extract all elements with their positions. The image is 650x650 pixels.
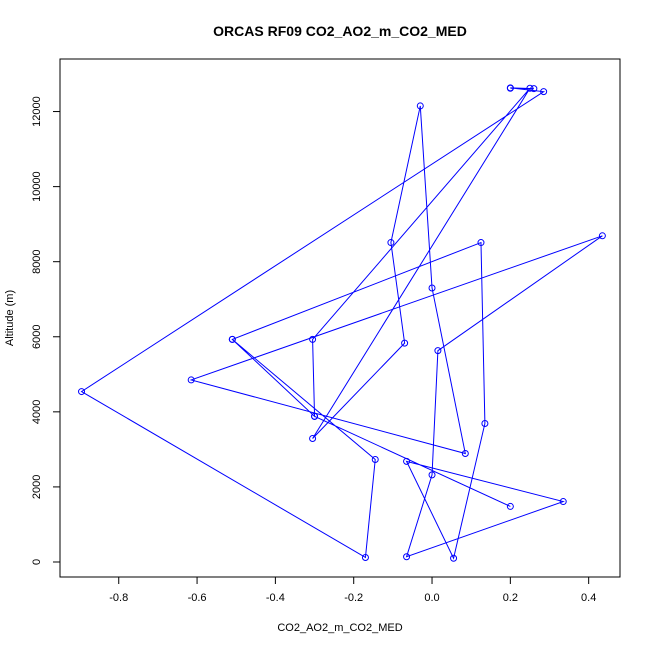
data-point [559, 498, 567, 506]
data-point [428, 284, 436, 292]
x-tick-label: 0.0 [424, 592, 439, 604]
y-tick-label: 2000 [31, 475, 43, 499]
data-point [461, 450, 469, 458]
series-layer [78, 84, 606, 562]
x-tick-label: 0.4 [581, 592, 596, 604]
x-tick-label: -0.6 [188, 592, 207, 604]
x-tick-label: -0.2 [344, 592, 363, 604]
x-axis: -0.8 -0.6 -0.4 -0.2 0.0 0.2 0.4 [109, 577, 596, 604]
data-point [526, 84, 534, 92]
data-point [506, 502, 514, 510]
data-point [530, 85, 538, 93]
data-point [506, 84, 514, 92]
data-point [428, 471, 436, 479]
data-point [434, 347, 442, 355]
data-point [403, 553, 411, 561]
data-point [403, 457, 411, 465]
series-line [80, 87, 603, 560]
x-axis-label: CO2_AO2_m_CO2_MED [277, 622, 402, 634]
y-tick-label: 10000 [31, 171, 43, 202]
data-point [598, 232, 606, 240]
data-point [477, 239, 485, 247]
data-point [481, 419, 489, 427]
x-tick-label: -0.8 [109, 592, 128, 604]
y-tick-label: 12000 [31, 96, 43, 127]
data-point [416, 102, 424, 110]
y-axis: 0 2000 4000 6000 8000 10000 12000 [31, 96, 60, 565]
y-axis-label: Altitude (m) [4, 290, 16, 346]
data-point [78, 388, 86, 396]
y-tick-label: 0 [31, 559, 43, 565]
data-point [361, 553, 369, 561]
data-point [401, 339, 409, 347]
data-point [309, 434, 317, 442]
data-point [187, 376, 195, 384]
x-tick-label: -0.4 [266, 592, 285, 604]
y-tick-label: 6000 [31, 325, 43, 349]
data-point [540, 88, 548, 96]
data-point [309, 335, 317, 343]
data-point [387, 239, 395, 247]
y-tick-label: 4000 [31, 400, 43, 424]
data-point [371, 456, 379, 464]
y-tick-label: 8000 [31, 249, 43, 273]
x-tick-label: 0.2 [503, 592, 518, 604]
data-point [450, 554, 458, 562]
data-point [311, 412, 319, 420]
data-point [228, 335, 236, 343]
chart-title: ORCAS RF09 CO2_AO2_m_CO2_MED [213, 23, 467, 39]
plot-frame [59, 58, 621, 578]
